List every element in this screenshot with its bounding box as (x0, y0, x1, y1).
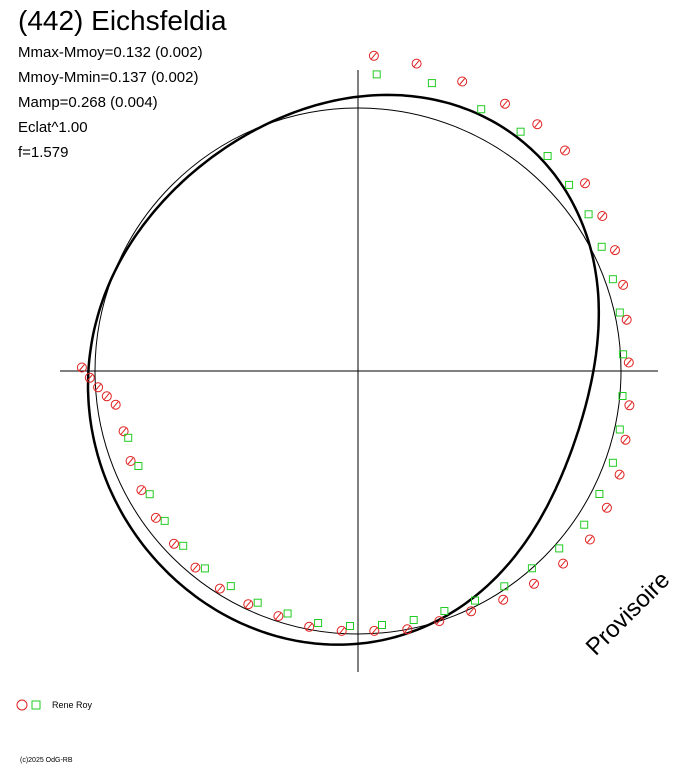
data-point-square (471, 596, 479, 605)
data-point-circle (76, 362, 87, 373)
data-point-circle (304, 621, 315, 632)
data-point-square (584, 210, 593, 219)
data-point-square (555, 544, 564, 553)
data-point-square (160, 516, 169, 525)
data-point-square (314, 619, 323, 627)
data-point-square (615, 425, 624, 434)
data-point-circle (597, 211, 608, 221)
data-point-circle (136, 485, 147, 496)
data-point-circle (150, 512, 161, 523)
stat-frequency: f=1.579 (18, 144, 69, 161)
copyright-text: (c)2025 OdG-RB (20, 757, 73, 764)
data-point-circle (614, 469, 625, 480)
data-point-square (134, 462, 143, 470)
data-point-circle (532, 119, 543, 130)
data-point-circle (273, 611, 284, 622)
data-point-circle (466, 606, 477, 617)
data-point-circle (101, 391, 112, 402)
data-point-square (346, 622, 354, 630)
data-point-square (427, 79, 436, 88)
data-point-circle (411, 58, 422, 69)
data-point-square (608, 275, 617, 284)
data-point-square (543, 152, 552, 160)
data-point-circle (169, 538, 179, 549)
data-point-circle (368, 50, 379, 61)
legend-circle-marker (16, 699, 28, 711)
reference-circle (94, 107, 622, 635)
data-point-square (618, 392, 627, 400)
legend-square-marker (31, 700, 41, 710)
data-point-square (615, 308, 624, 317)
data-point-circle (623, 357, 634, 368)
data-point-circle (584, 534, 595, 545)
data-point-square (597, 242, 606, 251)
stat-mmax-mmoy: Mmax-Mmoy=0.132 (0.002) (18, 44, 203, 61)
data-points (76, 50, 635, 636)
data-point-circle (190, 562, 201, 573)
data-point-circle (529, 578, 539, 589)
data-point-circle (434, 616, 445, 627)
data-point-square (378, 621, 386, 629)
chart-title: (442) Eichsfeldia (18, 5, 227, 36)
data-point-circle (84, 372, 95, 383)
data-point-circle (93, 382, 104, 393)
data-point-circle (560, 145, 570, 156)
data-point-circle (498, 594, 509, 605)
data-point-square (372, 70, 381, 79)
data-point-square (283, 609, 292, 618)
data-point-circle (500, 98, 510, 109)
data-point-circle (624, 400, 635, 411)
data-point-square (580, 520, 589, 529)
data-point-circle (618, 279, 629, 290)
data-point-square (500, 582, 509, 591)
stat-mamp: Mamp=0.268 (0.004) (18, 94, 158, 111)
data-point-square (516, 127, 525, 136)
data-point-square (608, 458, 617, 467)
data-point-square (527, 564, 536, 573)
data-point-square (595, 490, 604, 498)
data-point-square (253, 598, 262, 607)
data-point-circle (110, 399, 121, 410)
data-point-square (440, 607, 449, 615)
data-point-circle (369, 625, 380, 636)
data-point-circle (601, 502, 612, 513)
data-point-square (619, 350, 628, 359)
data-point-circle (457, 76, 468, 87)
data-point-circle (118, 426, 129, 437)
data-point-circle (336, 625, 347, 636)
fit-curve (86, 93, 601, 646)
data-point-square (565, 180, 574, 189)
data-point-circle (402, 624, 413, 635)
stat-eclat: Eclat^1.00 (18, 119, 88, 136)
data-point-square (179, 541, 188, 550)
data-point-square (200, 564, 209, 573)
legend: Rene Roy (16, 697, 92, 713)
data-point-circle (610, 245, 620, 256)
data-point-square (124, 433, 133, 442)
legend-label-rene-roy: Rene Roy (52, 700, 93, 710)
data-point-circle (621, 314, 632, 325)
data-point-square (409, 616, 418, 624)
data-point-circle (243, 599, 254, 610)
data-point-circle (125, 456, 136, 466)
data-point-square (145, 490, 154, 499)
data-point-circle (580, 178, 590, 189)
stat-mmoy-mmin: Mmoy-Mmin=0.137 (0.002) (18, 69, 199, 86)
data-point-circle (620, 434, 631, 445)
stats-block: Mmax-Mmoy=0.132 (0.002) Mmoy-Mmin=0.137 … (18, 40, 203, 165)
data-point-circle (558, 558, 569, 569)
data-point-square (226, 582, 235, 591)
data-point-square (477, 105, 486, 114)
data-point-circle (214, 583, 225, 594)
